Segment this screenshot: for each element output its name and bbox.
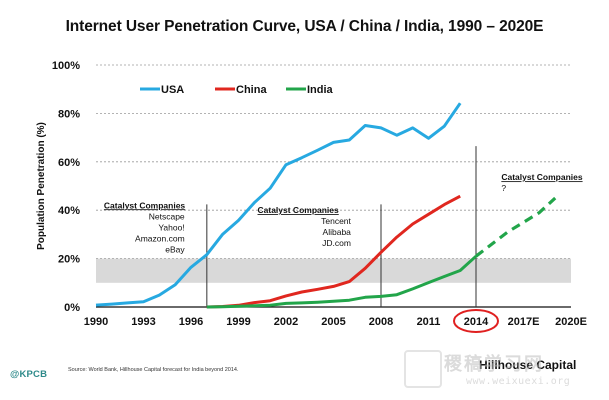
legend-label: USA — [161, 84, 184, 96]
x-tick-label: 1999 — [226, 316, 250, 328]
x-tick-label: 2017E — [508, 316, 540, 328]
y-tick-label: 60% — [58, 157, 80, 169]
gridline-layer — [96, 64, 571, 260]
annotation-item: Netscape — [149, 211, 185, 221]
x-tick-label: 2011 — [417, 316, 441, 328]
annotation-layer: Catalyst CompaniesNetscapeYahoo!Amazon.c… — [104, 146, 583, 307]
axis-layer: 0% 20% 40% 60% 80% 100% 1990 1993 1996 1999 2002 20… — [36, 60, 587, 333]
annotation-item: Alibaba — [323, 227, 352, 237]
series-line-india — [475, 196, 557, 258]
legend-label: China — [236, 84, 267, 96]
legend-label: India — [307, 84, 334, 96]
y-tick-label: 0% — [64, 302, 80, 314]
series-line-india — [206, 255, 478, 309]
series-line-usa — [95, 102, 462, 307]
annotation-item: eBay — [165, 244, 185, 254]
x-tick-label: 2002 — [274, 316, 298, 328]
y-tick-label: 80% — [58, 108, 80, 120]
y-tick-label: 40% — [58, 205, 80, 217]
series-layer — [95, 102, 557, 309]
legend-layer: USA China India — [140, 84, 334, 96]
x-tick-label: 1990 — [84, 316, 108, 328]
hillhouse-brand: Hillhouse Capital — [479, 358, 577, 372]
source-note: Source: World Bank, Hillhouse Capital fo… — [68, 367, 239, 373]
x-tick-label: 2014 — [464, 316, 489, 328]
annotation-heading: Catalyst Companies — [104, 200, 186, 210]
annotation-item: Yahoo! — [158, 222, 184, 232]
watermark-url: www.weixuexi.org — [466, 376, 571, 387]
kpcb-logo: @KPCB — [10, 369, 48, 380]
annotation-item: JD.com — [322, 238, 351, 248]
annotation-item: Tencent — [321, 216, 351, 226]
y-tick-label: 20% — [58, 254, 80, 266]
annotation-item: Amazon.com — [135, 233, 185, 243]
annotation-item: ? — [501, 183, 506, 193]
series-line-china — [206, 194, 461, 309]
x-tick-label: 2005 — [321, 316, 345, 328]
y-tick-label: 100% — [52, 60, 80, 72]
y-axis-title: Population Penetration (%) — [36, 122, 47, 250]
x-tick-label: 1993 — [131, 316, 155, 328]
watermark: 稷稿学习网 www.weixuexi.org — [400, 346, 606, 394]
annotation-heading: Catalyst Companies — [501, 172, 583, 182]
chart-title: Internet User Penetration Curve, USA / C… — [65, 18, 544, 35]
highlight-band — [96, 258, 571, 283]
highlight-circle — [453, 309, 499, 333]
x-tick-label: 2008 — [369, 316, 393, 328]
x-tick-label: 2020E — [555, 316, 587, 328]
highlight-band-layer — [96, 258, 571, 283]
watermark-text: 稷稿学习网 — [444, 354, 544, 375]
watermark-icon — [404, 350, 442, 388]
annotation-heading: Catalyst Companies — [258, 205, 340, 215]
x-tick-label: 1996 — [179, 316, 203, 328]
